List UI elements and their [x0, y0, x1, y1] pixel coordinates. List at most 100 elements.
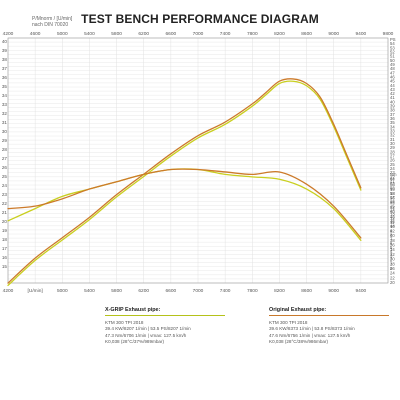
y-tick-label-right: 11 [390, 220, 395, 225]
chart-title: TEST BENCH PERFORMANCE DIAGRAM [81, 12, 319, 26]
y-tick-label-right: 12 [390, 216, 395, 221]
y-tick-label-right: 6 [390, 241, 393, 246]
y-tick-label-right: 50 [390, 58, 395, 63]
y-tick-label-right: 0 [390, 266, 393, 271]
x-tick-label-top: 5400 [84, 31, 95, 37]
y-tick-label-left: 35 [2, 84, 8, 89]
torque-tick-label-right: 46 [390, 219, 395, 224]
y-tick-label-right: 39 [390, 104, 395, 109]
y-tick-label-right: 33 [390, 129, 395, 134]
y-tick-label-left: 22 [2, 201, 8, 206]
y-tick-label-right: 49 [390, 62, 395, 67]
x-tick-label-top: 7800 [247, 31, 258, 37]
y-tick-label-right: 34 [390, 124, 395, 129]
y-tick-label-left: 25 [2, 174, 8, 179]
y-tick-label-right: 27 [390, 153, 395, 158]
legend-xgrip-line: KTM 300 TPI 2018 [105, 320, 144, 326]
x-tick-label-bottom: 5400 [84, 288, 95, 294]
y-tick-label-right: 54 [390, 41, 395, 46]
y-tick-label-right: PS [390, 37, 396, 42]
x-tick-label-bottom: 6200 [138, 288, 149, 294]
x-tick-label-bottom: 6600 [166, 288, 177, 294]
y-tick-label-right: 41 [390, 95, 395, 100]
y-tick-label-right: 48 [390, 66, 395, 71]
torque-tick-label-right: 44 [390, 224, 395, 229]
x-tick-label-top: 4600 [30, 31, 41, 37]
torque-tick-label-right: 60 [390, 186, 395, 191]
torque-tick-label-right: 38 [390, 238, 395, 243]
legend-xgrip-line: 39.4 KW/8207 1/min | 53.5 PS/8207 1/min [105, 326, 191, 332]
y-tick-label-right: 31 [390, 137, 395, 142]
y-tick-label-right: 8 [390, 233, 393, 238]
y-tick-label-left: 29 [2, 138, 8, 143]
x-tick-label-bottom: [U/min] [28, 288, 43, 294]
x-tick-label-top: 7000 [193, 31, 204, 37]
unit-note: P/Mnorm / [U/min] nach DIN 70020 [32, 16, 72, 28]
x-tick-label-bottom: 7800 [247, 288, 258, 294]
torque-tick-label-right: 26 [390, 266, 395, 271]
y-tick-label-right: 20 [390, 183, 395, 188]
y-tick-label-right: 7 [390, 237, 393, 242]
y-tick-label-right: 45 [390, 79, 395, 84]
power-curve-original [7, 78, 362, 284]
legend-xgrip-line: K0,038 (28°C/37%/989mbar) [105, 338, 165, 344]
y-tick-label-left: 26 [2, 165, 8, 170]
y-tick-label-right: 18 [390, 191, 395, 196]
y-tick-label-left: 34 [2, 93, 8, 98]
x-tick-label-bottom: 4200 [3, 288, 14, 294]
y-tick-label-left: 31 [2, 120, 8, 125]
legend-original-line: 47.6 Nm/6756 1/min | vmax: 127.5 km/h [269, 332, 351, 338]
legend-original-line: KTM 300 TPI 2018 [269, 320, 308, 326]
torque-curve-original [7, 168, 362, 239]
y-tick-label-left: 40 [2, 39, 8, 44]
y-tick-label-left: 38 [2, 57, 8, 62]
x-tick-label-top: 8600 [301, 31, 312, 37]
x-tick-label-top: 9400 [356, 31, 367, 37]
y-tick-label-left: 32 [2, 111, 8, 116]
torque-tick-label-right: 22 [390, 275, 395, 280]
legend-xgrip-line: 47.3 Nm/6706 1/min | vmax: 127.5 km/h [105, 332, 187, 338]
torque-tick-label-right: 48 [390, 214, 395, 219]
y-tick-label-left: 20 [2, 219, 8, 224]
torque-tick-label-right: 56 [390, 196, 395, 201]
x-tick-label-bottom: 7400 [220, 288, 231, 294]
y-tick-label-right: 30 [390, 141, 395, 146]
x-tick-label-top: 8200 [274, 31, 285, 37]
y-tick-label-left: 15 [2, 264, 8, 269]
torque-tick-label-right: 62 [390, 181, 395, 186]
x-tick-label-top: 4200 [3, 31, 14, 37]
torque-tick-label-right: 42 [390, 228, 395, 233]
y-tick-label-right: 9 [390, 228, 393, 233]
power-curve-xgrip [7, 80, 362, 287]
y-tick-label-right: 46 [390, 74, 395, 79]
y-tick-label-right: 29 [390, 145, 395, 150]
y-tick-label-left: 19 [2, 228, 8, 233]
torque-tick-label-right: 58 [390, 191, 395, 196]
y-tick-label-right: 25 [390, 162, 395, 167]
y-tick-label-right: 43 [390, 87, 395, 92]
x-tick-label-top: 9800 [383, 31, 394, 37]
y-tick-label-right: 37 [390, 112, 395, 117]
y-tick-label-left: 16 [2, 255, 8, 260]
y-tick-label-right: 17 [390, 195, 395, 200]
x-tick-label-bottom: 8200 [274, 288, 285, 294]
torque-tick-label-right: 30 [390, 257, 395, 262]
y-tick-label-right: 24 [390, 166, 395, 171]
y-tick-label-left: 36 [2, 75, 8, 80]
y-tick-label-right: 16 [390, 199, 395, 204]
x-tick-label-bottom: 5800 [111, 288, 122, 294]
torque-tick-label-right: 28 [390, 261, 395, 266]
x-tick-label-top: 6600 [166, 31, 177, 37]
torque-tick-label-right: 36 [390, 243, 395, 248]
torque-curve-xgrip [7, 168, 362, 242]
y-tick-label-right: 10 [390, 224, 395, 229]
x-tick-label-bottom: 5000 [57, 288, 68, 294]
y-tick-label-left: 30 [2, 129, 8, 134]
y-tick-label-right: 26 [390, 158, 395, 163]
x-tick-label-top: 5000 [57, 31, 68, 37]
y-tick-label-right: 4 [390, 249, 393, 254]
torque-tick-label-right: 64 [390, 177, 395, 182]
y-tick-label-right: 28 [390, 149, 395, 154]
legend-original-line: 39.6 KW/8373 1/min | 53.8 PS/8373 1/min [269, 326, 355, 332]
